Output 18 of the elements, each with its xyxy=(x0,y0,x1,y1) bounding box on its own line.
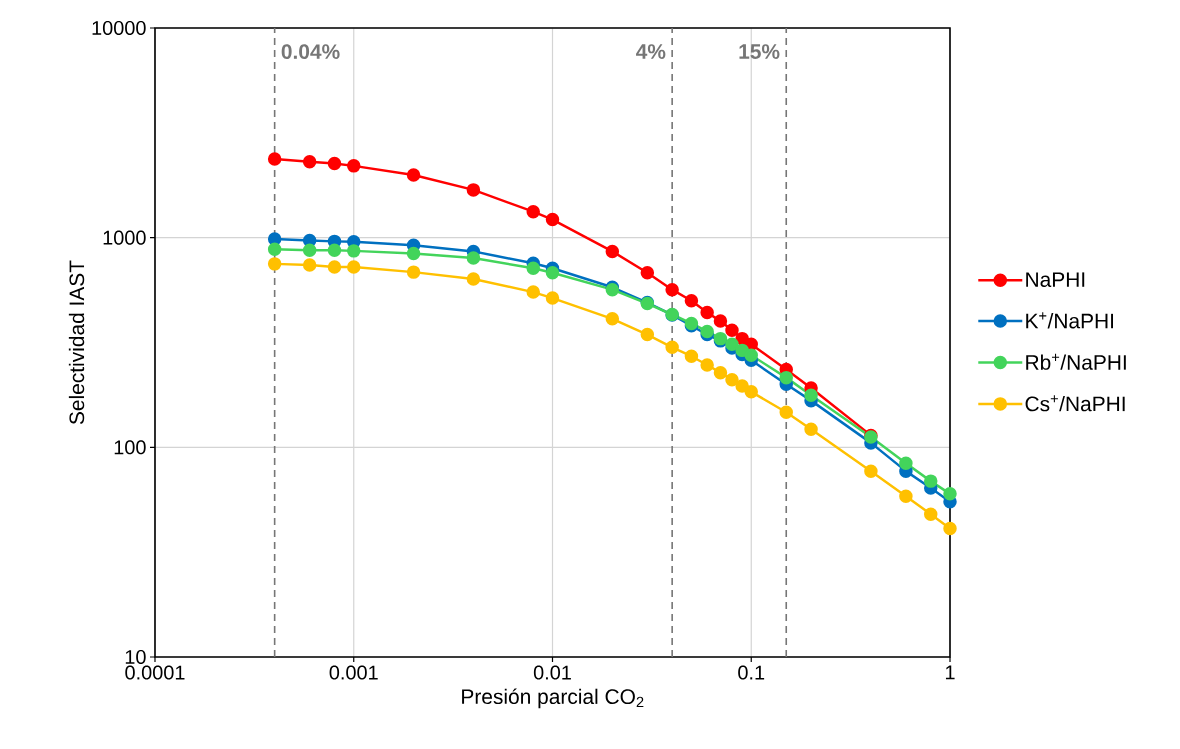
legend-label: K$^{+}$/NaPHI xyxy=(1026,312,1114,329)
y-tick-label: 10000 xyxy=(92,20,146,36)
x-axis-title: Presión parcial CO$_{2}$ xyxy=(462,688,644,709)
legend-label: Rb$^{+}$/NaPHI xyxy=(1026,353,1126,370)
x-tick-label: 1 xyxy=(945,665,955,680)
ref-line-label: 0.04% xyxy=(281,44,340,59)
x-tick-label: 0.1 xyxy=(738,665,765,680)
y-axis-title: Selectividad IAST xyxy=(68,260,85,425)
legend-label: Cs$^{+}$/NaPHI xyxy=(1025,395,1125,412)
ref-line-label: 15% xyxy=(739,44,780,59)
y-tick-label: 10 xyxy=(125,649,146,665)
legend-label: NaPHI xyxy=(1026,272,1085,287)
x-tick-label: 0.001 xyxy=(329,665,378,680)
y-tick-label: 100 xyxy=(114,440,146,455)
x-tick-label: 0.01 xyxy=(533,665,571,680)
ref-line-label: 4% xyxy=(636,44,666,59)
x-tick-label: 0.0001 xyxy=(125,665,185,680)
y-tick-label: 1000 xyxy=(103,230,146,245)
